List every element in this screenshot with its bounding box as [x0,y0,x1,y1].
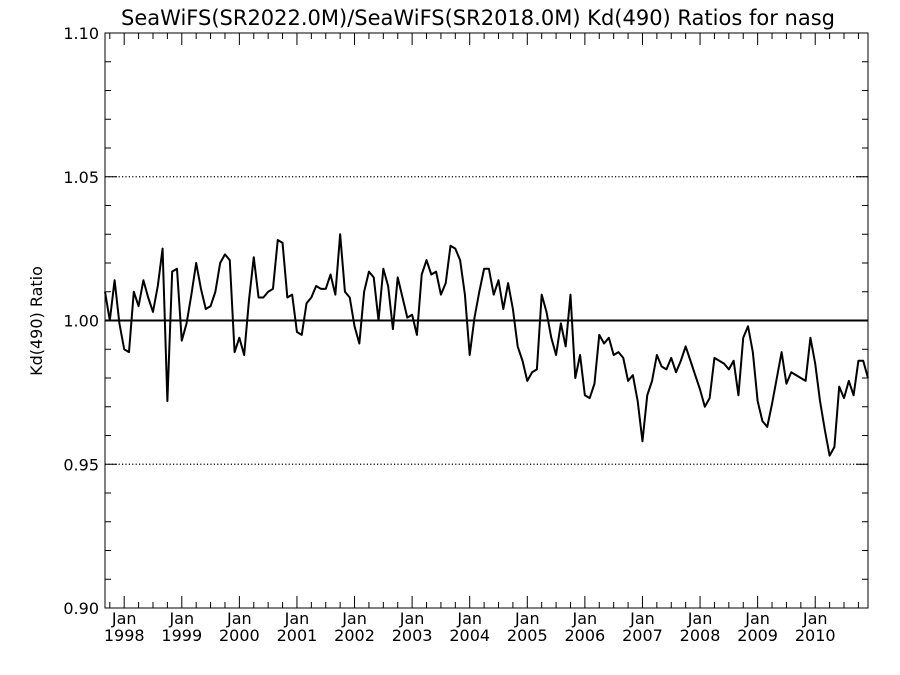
y-tick-label: 1.10 [63,24,99,43]
x-tick-month-label: Jan [168,609,194,628]
x-tick-year-label: 2000 [219,626,260,645]
x-tick-month-label: Jan [572,609,598,628]
x-tick-year-label: 2008 [680,626,721,645]
x-tick-month-label: Jan [744,609,770,628]
x-tick-month-label: Jan [456,609,482,628]
x-tick-year-label: 1999 [161,626,202,645]
x-tick-year-label: 2010 [795,626,836,645]
x-tick-month-label: Jan [399,609,425,628]
x-tick-year-label: 2003 [392,626,433,645]
x-tick-year-label: 2009 [737,626,778,645]
y-tick-label: 0.90 [63,599,99,618]
x-tick-year-label: 2002 [334,626,375,645]
x-tick-year-label: 2005 [507,626,548,645]
x-tick-year-label: 2004 [449,626,490,645]
y-tick-label: 1.00 [63,312,99,331]
reference-lines [105,176,868,465]
y-tick-label: 1.05 [63,168,99,187]
y-axis-label: Kd(490) Ratio [27,266,46,376]
axis-ticks [105,32,868,609]
x-tick-month-label: Jan [226,609,252,628]
tick-labels: 0.900.951.001.051.10Jan1998Jan1999Jan200… [63,24,835,645]
x-tick-year-label: 1998 [104,626,145,645]
x-tick-month-label: Jan [341,609,367,628]
x-tick-month-label: Jan [111,609,137,628]
x-tick-year-label: 2006 [565,626,606,645]
x-tick-month-label: Jan [514,609,540,628]
x-tick-month-label: Jan [284,609,310,628]
plot-frame [104,32,869,609]
x-tick-month-label: Jan [802,609,828,628]
x-tick-year-label: 2007 [622,626,663,645]
chart-title: SeaWiFS(SR2022.0M)/SeaWiFS(SR2018.0M) Kd… [121,6,835,30]
x-tick-year-label: 2001 [277,626,318,645]
series-line [104,233,869,457]
y-tick-label: 0.95 [63,455,99,474]
x-tick-month-label: Jan [687,609,713,628]
x-tick-month-label: Jan [629,609,655,628]
